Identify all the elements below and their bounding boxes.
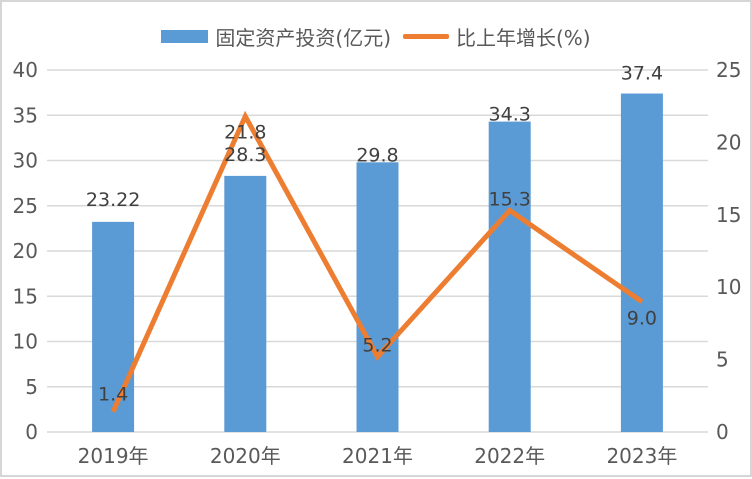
x-axis-label: 2020年: [210, 444, 281, 468]
line-value-label: 21.8: [224, 121, 266, 143]
right-axis-tick: 5: [716, 348, 729, 372]
bar: [92, 221, 135, 432]
left-axis-tick: 5: [25, 375, 38, 399]
growth-line: [110, 110, 644, 413]
left-axis-tick: 40: [13, 58, 38, 82]
bar: [224, 175, 267, 432]
line-value-label: 15.3: [489, 188, 531, 210]
left-axis-tick: 20: [13, 239, 38, 263]
left-axis-tick: 25: [13, 194, 38, 218]
bar: [356, 162, 399, 432]
bar: [620, 93, 663, 432]
bar-value-label: 37.4: [621, 63, 663, 85]
x-axis-label: 2021年: [342, 444, 413, 468]
line-value-label: 9.0: [627, 308, 657, 330]
right-axis-tick: 20: [716, 130, 741, 154]
left-axis-tick: 15: [13, 284, 38, 308]
x-axis-label: 2023年: [606, 444, 677, 468]
x-axis-label: 2019年: [78, 444, 149, 468]
left-axis-tick: 10: [13, 330, 38, 354]
left-axis-tick: 0: [25, 420, 38, 444]
right-axis-tick: 10: [716, 275, 741, 299]
right-axis-tick: 25: [716, 58, 741, 82]
line-value-label: 5.2: [362, 335, 392, 357]
bar: [488, 121, 531, 433]
left-axis-tick: 35: [13, 103, 38, 127]
bar-value-label: 23.22: [86, 189, 140, 211]
left-axis-tick: 30: [13, 149, 38, 173]
x-axis-label: 2022年: [474, 444, 545, 468]
bar-value-label: 34.3: [489, 104, 531, 126]
right-axis-tick: 15: [716, 203, 741, 227]
bar-value-label: 29.8: [356, 144, 398, 166]
line-value-label: 1.4: [98, 384, 128, 406]
bar-value-label: 28.3: [224, 144, 266, 166]
right-axis-tick: 0: [716, 420, 729, 444]
